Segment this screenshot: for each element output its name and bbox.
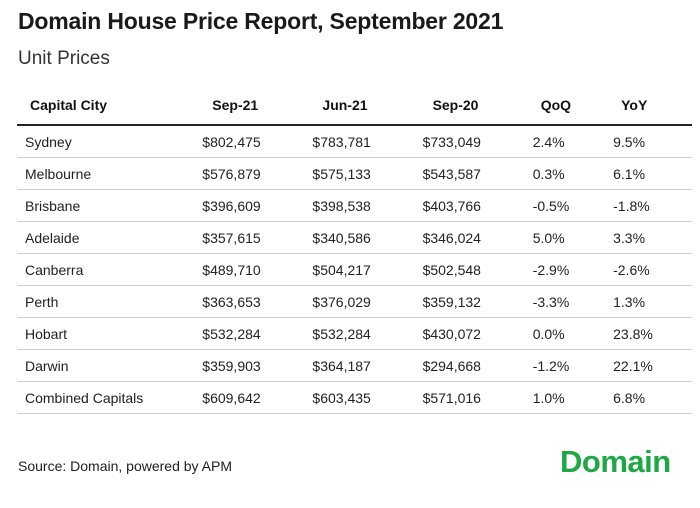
value-cell: 22.1% [613,349,692,382]
value-cell: 3.3% [613,221,692,254]
value-cell: 2.4% [532,125,614,158]
table-row: Sydney $802,475 $783,781 $733,049 2.4% 9.5% [17,125,692,158]
table-row: Brisbane $396,609 $398,538 $403,766 -0.5% -1.… [17,189,692,222]
value-cell: $359,903 [202,349,313,382]
value-cell: -1.2% [532,349,614,382]
value-cell: -1.8% [613,189,692,222]
table-row: Combined Capitals $609,642 $603,435 $571,01… [17,381,692,414]
city-cell: Perth [17,285,203,318]
table-row: Canberra $489,710 $504,217 $502,548 -2.9% -2.… [17,253,692,286]
source-note: Source: Domain, powered by APM [18,458,232,474]
value-cell: $357,615 [202,221,313,254]
column-header: Sep-21 [202,86,313,126]
value-cell: $733,049 [422,125,533,158]
value-cell: $576,879 [202,157,313,190]
column-header: Capital City [17,86,203,126]
city-cell: Combined Capitals [17,381,203,414]
table-row: Melbourne $576,879 $575,133 $543,587 0.3% 6.1… [17,157,692,190]
value-cell: $609,642 [202,381,313,414]
value-cell: $363,653 [202,285,313,318]
value-cell: 23.8% [613,317,692,350]
city-cell: Melbourne [17,157,203,190]
table-row: Hobart $532,284 $532,284 $430,072 0.0% 23.8% [17,317,692,350]
value-cell: $396,609 [202,189,313,222]
value-cell: $340,586 [312,221,423,254]
column-header: Sep-20 [422,86,533,126]
value-cell: 1.3% [613,285,692,318]
city-cell: Canberra [17,253,203,286]
city-cell: Adelaide [17,221,203,254]
table-header-row: Capital City Sep-21 Jun-21 Sep-20 QoQ Yo… [17,86,692,126]
value-cell: $489,710 [202,253,313,286]
value-cell: 1.0% [532,381,614,414]
value-cell: $346,024 [422,221,533,254]
value-cell: $430,072 [422,317,533,350]
domain-logo: Domain [560,444,671,479]
value-cell: $403,766 [422,189,533,222]
column-header: YoY [613,86,692,126]
value-cell: 6.1% [613,157,692,190]
value-cell: $532,284 [202,317,313,350]
value-cell: $294,668 [422,349,533,382]
value-cell: $532,284 [312,317,423,350]
table-body: Sydney $802,475 $783,781 $733,049 2.4% 9.5% Me… [17,125,692,414]
value-cell: -2.6% [613,253,692,286]
table-row: Adelaide $357,615 $340,586 $346,024 5.0% 3.3% [17,221,692,254]
table-row: Perth $363,653 $376,029 $359,132 -3.3% 1.3% [17,285,692,318]
value-cell: $603,435 [312,381,423,414]
value-cell: 6.8% [613,381,692,414]
city-cell: Darwin [17,349,203,382]
value-cell: -3.3% [532,285,614,318]
price-table: Capital City Sep-21 Jun-21 Sep-20 QoQ Yo… [17,86,692,414]
value-cell: $504,217 [312,253,423,286]
value-cell: $575,133 [312,157,423,190]
value-cell: -0.5% [532,189,614,222]
value-cell: 5.0% [532,221,614,254]
value-cell: $398,538 [312,189,423,222]
value-cell: $376,029 [312,285,423,318]
city-cell: Sydney [17,125,203,158]
value-cell: $571,016 [422,381,533,414]
table-row: Darwin $359,903 $364,187 $294,668 -1.2% 22.1% [17,349,692,382]
value-cell: $783,781 [312,125,423,158]
column-header: Jun-21 [312,86,423,126]
value-cell: $364,187 [312,349,423,382]
column-header: QoQ [532,86,614,126]
value-cell: -2.9% [532,253,614,286]
city-cell: Brisbane [17,189,203,222]
value-cell: 0.3% [532,157,614,190]
value-cell: $802,475 [202,125,313,158]
value-cell: $502,548 [422,253,533,286]
chart-title: Domain House Price Report, September 202… [18,8,504,34]
value-cell: $543,587 [422,157,533,190]
value-cell: $359,132 [422,285,533,318]
city-cell: Hobart [17,317,203,350]
value-cell: 0.0% [532,317,614,350]
chart-subtitle: Unit Prices [18,48,110,69]
value-cell: 9.5% [613,125,692,158]
